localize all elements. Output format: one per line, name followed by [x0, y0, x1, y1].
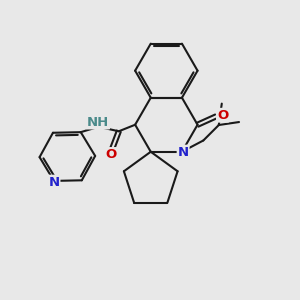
- Text: N: N: [48, 176, 60, 189]
- Text: O: O: [105, 148, 117, 161]
- Text: NH: NH: [87, 116, 109, 129]
- Text: N: N: [178, 146, 189, 159]
- Text: O: O: [217, 109, 228, 122]
